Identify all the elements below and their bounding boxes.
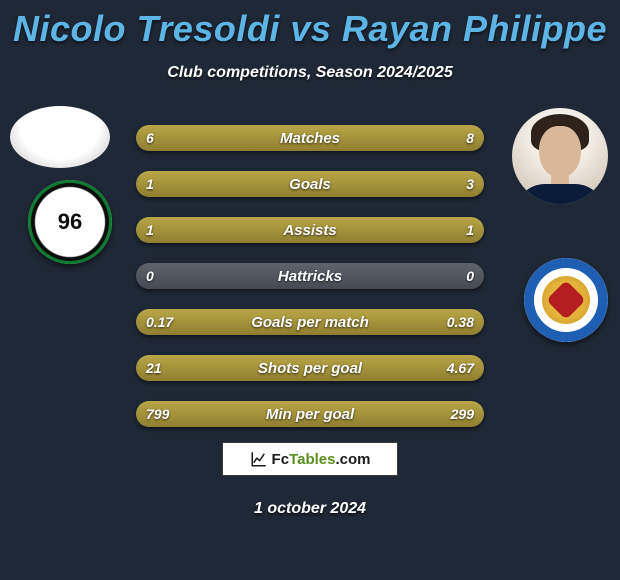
page-title: Nicolo Tresoldi vs Rayan Philippe <box>0 0 620 50</box>
stat-row: 11Assists <box>136 217 484 243</box>
stat-fill-left <box>136 401 390 427</box>
crest-left-number: 96 <box>28 180 112 264</box>
fctables-logo: FcTables.com <box>222 442 398 476</box>
logo-tables: Tables <box>289 451 335 468</box>
stat-row: 68Matches <box>136 125 484 151</box>
page-subtitle: Club competitions, Season 2024/2025 <box>0 64 620 82</box>
stat-fill-left <box>136 125 282 151</box>
stat-fill-left <box>136 309 240 335</box>
stat-row: 799299Min per goal <box>136 401 484 427</box>
stats-bar-chart: 68Matches 13Goals 11Assists 0 0Hattricks 0.17… <box>136 125 484 447</box>
chart-icon <box>250 450 268 468</box>
stat-row: 214.67Shots per goal <box>136 355 484 381</box>
stat-row: 0.170.38Goals per match <box>136 309 484 335</box>
logo-fc: Fc <box>272 451 290 468</box>
stat-fill-right <box>220 171 484 197</box>
stat-fill-right <box>390 401 484 427</box>
stat-value-left: 0 <box>136 263 164 289</box>
club-crest-left: 96 <box>28 180 112 264</box>
stat-fill-left <box>136 217 310 243</box>
player-avatar-left <box>10 106 110 168</box>
player-avatar-right <box>512 108 608 204</box>
club-crest-right <box>524 258 608 342</box>
stat-fill-right <box>282 125 484 151</box>
stat-value-right: 0 <box>456 263 484 289</box>
stat-fill-right <box>310 217 484 243</box>
stat-fill-left <box>136 355 425 381</box>
stat-fill-right <box>425 355 484 381</box>
stat-fill-left <box>136 171 220 197</box>
stat-fill-right <box>240 309 484 335</box>
logo-dotcom: .com <box>335 451 370 468</box>
stat-row: 13Goals <box>136 171 484 197</box>
infographic-date: 1 october 2024 <box>0 500 620 518</box>
stat-row: 0 0Hattricks <box>136 263 484 289</box>
stat-label: Hattricks <box>136 263 484 289</box>
